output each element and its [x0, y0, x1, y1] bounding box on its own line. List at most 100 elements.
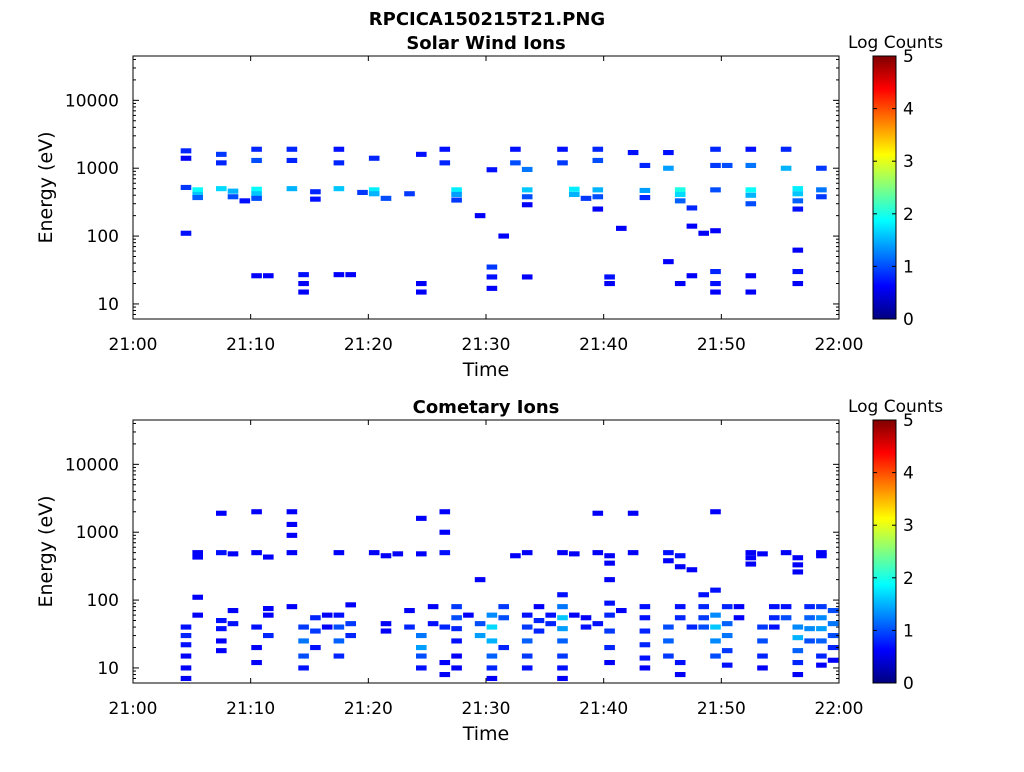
heatmap-cell	[333, 272, 345, 278]
heatmap-cell	[486, 167, 498, 173]
heatmap-cell	[721, 162, 733, 168]
heatmap-cell	[792, 672, 804, 678]
heatmap-cell	[180, 665, 192, 671]
heatmap-cell	[263, 633, 274, 639]
x-tick-label: 21:10	[226, 335, 275, 355]
heatmap-cell	[263, 612, 274, 618]
heatmap-cell	[557, 638, 568, 644]
heatmap-cell	[451, 187, 462, 193]
heatmap-cell	[486, 665, 498, 671]
figure-title: RPCICA150215T21.PNG	[369, 9, 605, 30]
heatmap-cell	[710, 638, 721, 644]
heatmap-cell	[310, 196, 321, 202]
heatmap-cell	[380, 553, 392, 559]
heatmap-cell	[745, 162, 757, 168]
heatmap-cell	[627, 150, 639, 156]
heatmap-cell	[604, 660, 615, 666]
heatmap-cell	[416, 151, 427, 157]
heatmap-cell	[439, 160, 451, 166]
heatmap-cell	[792, 624, 804, 630]
heatmap-cell	[780, 550, 792, 556]
heatmap-cell	[439, 672, 451, 678]
heatmap-cell	[557, 615, 568, 621]
heatmap-cells	[180, 146, 827, 295]
heatmap-cell	[286, 509, 298, 515]
heatmap-cell	[333, 160, 345, 166]
heatmap-cell	[792, 191, 804, 197]
heatmap-cell	[333, 612, 345, 618]
y-axis-label: Energy (eV)	[35, 495, 57, 607]
heatmap-cell	[745, 561, 757, 567]
heatmap-cell	[427, 621, 439, 627]
heatmap-cell	[698, 604, 709, 610]
heatmap-cell	[380, 628, 392, 634]
heatmap-cell	[721, 648, 733, 654]
heatmap-cell	[439, 529, 451, 535]
heatmap-cell	[639, 665, 651, 671]
heatmap-cell	[251, 195, 262, 201]
heatmap-cell	[780, 604, 792, 610]
heatmap-cell	[180, 675, 192, 681]
heatmap-cell	[451, 191, 462, 197]
heatmap-cell	[557, 653, 568, 659]
heatmap-cell	[674, 281, 686, 287]
colorbar-gradient	[872, 419, 897, 684]
colorbar-tick-label: 0	[903, 310, 914, 330]
heatmap-cell	[486, 638, 498, 644]
heatmap-cell	[710, 281, 721, 287]
heatmap-cell	[216, 550, 227, 556]
heatmap-cell	[427, 604, 439, 610]
heatmap-cell	[463, 612, 474, 618]
heatmap-cell	[451, 604, 462, 610]
heatmap-cell	[416, 289, 427, 295]
heatmap-cell	[521, 665, 533, 671]
heatmap-cell	[769, 615, 780, 621]
heatmap-cell	[663, 558, 674, 564]
heatmap-cell	[533, 604, 545, 610]
heatmap-cell	[180, 653, 192, 659]
heatmap-cell	[592, 194, 604, 200]
heatmap-cell	[263, 606, 274, 612]
heatmap-cell	[663, 165, 674, 171]
heatmap-cell	[451, 665, 462, 671]
heatmap-cell	[745, 289, 757, 295]
heatmap-cell	[251, 509, 262, 515]
y-tick-label: 10	[97, 659, 119, 679]
heatmap-cell	[521, 202, 533, 208]
heatmap-cell	[792, 247, 804, 253]
heatmap-cell	[251, 186, 262, 192]
heatmap-cell	[604, 553, 615, 559]
heatmap-cell	[486, 612, 498, 618]
heatmap-cell	[545, 621, 556, 627]
colorbar-tick-label: 5	[903, 47, 914, 67]
heatmap-cell	[216, 160, 227, 166]
heatmap-cell	[263, 554, 274, 560]
heatmap-cell	[333, 624, 345, 630]
heatmap-cell	[345, 633, 356, 639]
heatmap-cell	[604, 600, 615, 606]
heatmap-cell	[521, 612, 533, 618]
heatmap-cell	[298, 638, 309, 644]
heatmap-cell	[816, 615, 827, 621]
colorbar-gradient	[872, 55, 897, 320]
plot-frame	[132, 419, 840, 684]
heatmap-cell	[604, 274, 615, 280]
colorbar-tick-label: 3	[903, 516, 914, 536]
heatmap-cell	[569, 191, 580, 197]
heatmap-cell	[592, 146, 604, 152]
heatmap-cell	[816, 550, 827, 556]
heatmap-cell	[592, 510, 604, 516]
heatmap-cell	[192, 594, 203, 600]
heatmap-cell	[439, 146, 451, 152]
x-tick-label: 21:00	[109, 335, 158, 355]
heatmap-cell	[557, 626, 568, 632]
heatmap-cell	[816, 638, 827, 644]
heatmap-cell	[192, 187, 203, 193]
heatmap-cell	[486, 653, 498, 659]
heatmap-cell	[227, 194, 239, 200]
heatmap-cell	[180, 155, 192, 161]
heatmap-cell	[639, 187, 651, 193]
heatmap-cell	[639, 604, 651, 610]
heatmap-cell	[698, 592, 709, 598]
